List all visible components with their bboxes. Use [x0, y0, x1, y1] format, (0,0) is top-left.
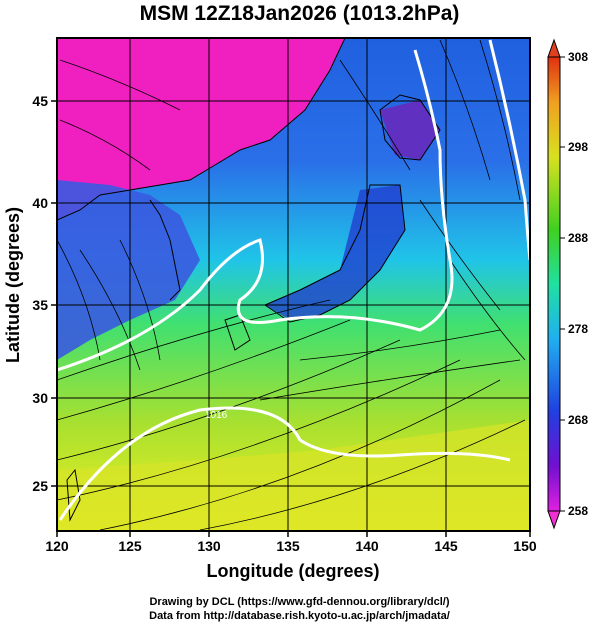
- wind-streamlines: [57, 39, 526, 531]
- y-tick-label: 35: [32, 297, 48, 313]
- plot-frame: [56, 37, 531, 532]
- x-tick-label: 130: [197, 538, 221, 554]
- colorbar-tick-label: 258: [568, 504, 588, 518]
- x-tick-label: 120: [45, 538, 69, 554]
- colorbar-tick-label: 308: [568, 50, 588, 64]
- credit-drawing: Drawing by DCL (https://www.gfd-dennou.o…: [149, 596, 450, 608]
- y-axis-label: Latitude (degrees): [3, 207, 23, 363]
- isobars: [57, 39, 530, 521]
- x-axis-label: Longitude (degrees): [206, 561, 379, 581]
- colorbar-tick-label: 298: [568, 140, 588, 154]
- colorbar-tick-label: 268: [568, 413, 588, 427]
- x-tick-label: 145: [434, 538, 458, 554]
- map-title: MSM 12Z18Jan2026 (1013.2hPa): [139, 2, 460, 25]
- x-tick-label: 135: [276, 538, 300, 554]
- temperature-field: 1016: [57, 38, 530, 531]
- isobar-label: 1016: [205, 410, 228, 421]
- colorbar-tick-label: 278: [568, 322, 588, 336]
- axis-ticks: [51, 100, 531, 537]
- colorbar-tick-label: 288: [568, 231, 588, 245]
- x-tick-label: 125: [118, 538, 142, 554]
- credit-data: Data from http://database.rish.kyoto-u.a…: [149, 610, 450, 622]
- y-tick-label: 25: [32, 478, 48, 494]
- y-tick-label: 45: [32, 93, 48, 109]
- y-tick-label: 30: [32, 390, 48, 406]
- colorbar: 308 298 288 278 268 258: [547, 38, 588, 530]
- x-tick-label: 150: [513, 538, 537, 554]
- y-tick-label: 40: [32, 195, 48, 211]
- x-tick-label: 140: [355, 538, 379, 554]
